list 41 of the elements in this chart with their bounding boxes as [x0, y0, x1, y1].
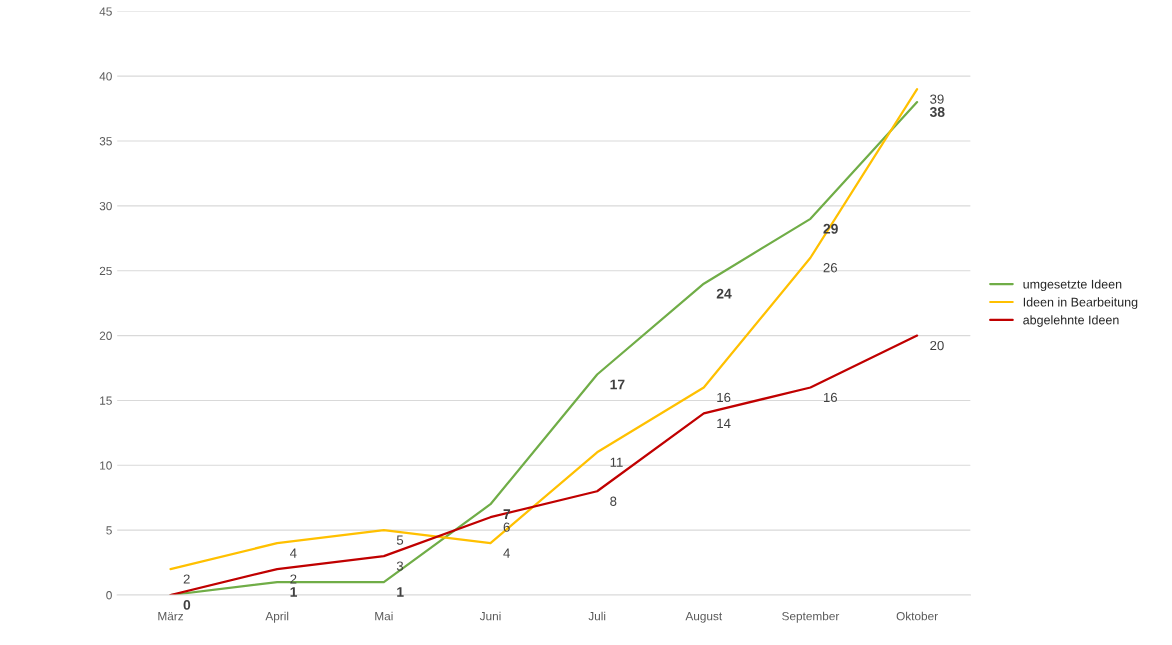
data-label: 1 [397, 587, 404, 597]
legend-label: umgesetzte Ideen [1023, 279, 1122, 292]
data-label: 16 [823, 392, 838, 403]
x-tick-label: Juni [479, 611, 501, 621]
data-label: 26 [823, 263, 838, 273]
data-label: 4 [503, 548, 510, 558]
y-tick-label: 0 [106, 591, 112, 600]
y-tick-label: 40 [99, 72, 112, 81]
x-tick-label: Juli [588, 611, 606, 621]
y-tick-label: 30 [99, 201, 112, 211]
data-label: 20 [930, 340, 944, 351]
data-label: 8 [610, 496, 617, 506]
data-label: 4 [289, 548, 297, 558]
data-label: 24 [716, 288, 732, 299]
x-tick-label: Oktober [896, 611, 938, 621]
data-label: 3 [396, 561, 404, 571]
data-label: 38 [929, 107, 945, 117]
y-tick-label: 10 [100, 461, 112, 470]
data-label: 39 [930, 94, 944, 104]
y-tick-label: 35 [99, 137, 112, 146]
x-tick-label: September [782, 611, 840, 623]
data-label: 1 [290, 587, 298, 597]
y-tick-label: 15 [100, 396, 112, 405]
y-tick-label: 20 [99, 331, 112, 340]
legend-label: Ideen in Bearbeitung [1023, 297, 1138, 309]
data-label: 16 [717, 392, 731, 403]
x-tick-label: März [158, 612, 184, 621]
x-tick-label: August [685, 612, 723, 623]
y-tick-label: 25 [99, 266, 112, 276]
data-label: 2 [183, 574, 190, 584]
data-label: 14 [717, 418, 731, 428]
y-tick-label: 5 [106, 526, 112, 535]
legend-label: abgelehnte Ideen [1023, 315, 1119, 327]
line-series [169, 334, 919, 596]
x-tick-label: April [265, 611, 289, 623]
data-label: 17 [610, 379, 625, 390]
data-label: 0 [183, 600, 191, 610]
data-label: 5 [396, 535, 404, 545]
x-tick-label: Mai [375, 611, 393, 621]
y-tick-label: 45 [99, 7, 112, 16]
data-label: 11 [610, 457, 623, 467]
